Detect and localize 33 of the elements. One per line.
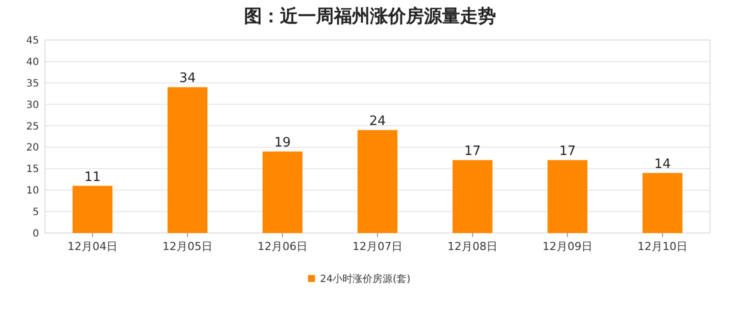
- y-tick-label: 20: [26, 142, 39, 154]
- x-tick-label: 12月08日: [448, 240, 498, 253]
- x-tick-label: 12月09日: [542, 240, 592, 253]
- y-tick-label: 15: [26, 164, 39, 176]
- data-label: 19: [274, 136, 291, 151]
- bar: [452, 160, 492, 233]
- y-tick-label: 30: [26, 100, 39, 111]
- bar: [642, 172, 682, 233]
- y-tick-label: 40: [26, 56, 39, 68]
- y-tick-label: 35: [26, 78, 39, 90]
- x-tick-label: 12月10日: [638, 240, 688, 253]
- data-label: 14: [654, 156, 671, 172]
- x-tick-label: 12月05日: [162, 240, 212, 253]
- x-tick-label: 12月04日: [68, 240, 118, 253]
- legend-label: 24小时涨价房源(套): [320, 273, 411, 285]
- y-tick-label: 45: [26, 36, 39, 46]
- bar: [262, 152, 302, 233]
- y-tick-label: 10: [26, 186, 39, 197]
- x-tick-label: 12月07日: [352, 240, 402, 253]
- data-label: 34: [179, 71, 196, 86]
- x-tick-label: 12月06日: [258, 240, 308, 253]
- data-label: 11: [84, 170, 101, 185]
- bar: [358, 130, 398, 233]
- bar: [72, 186, 112, 233]
- y-tick-label: 0: [32, 228, 39, 240]
- data-label: 24: [369, 114, 386, 130]
- bar: [548, 160, 588, 233]
- chart-title: 图：近一周福州涨价房源量走势: [244, 6, 496, 27]
- data-label: 17: [559, 144, 576, 160]
- bar: [168, 87, 208, 233]
- data-label: 17: [464, 144, 481, 160]
- y-tick-label: 5: [32, 207, 39, 218]
- y-tick-label: 25: [26, 121, 39, 132]
